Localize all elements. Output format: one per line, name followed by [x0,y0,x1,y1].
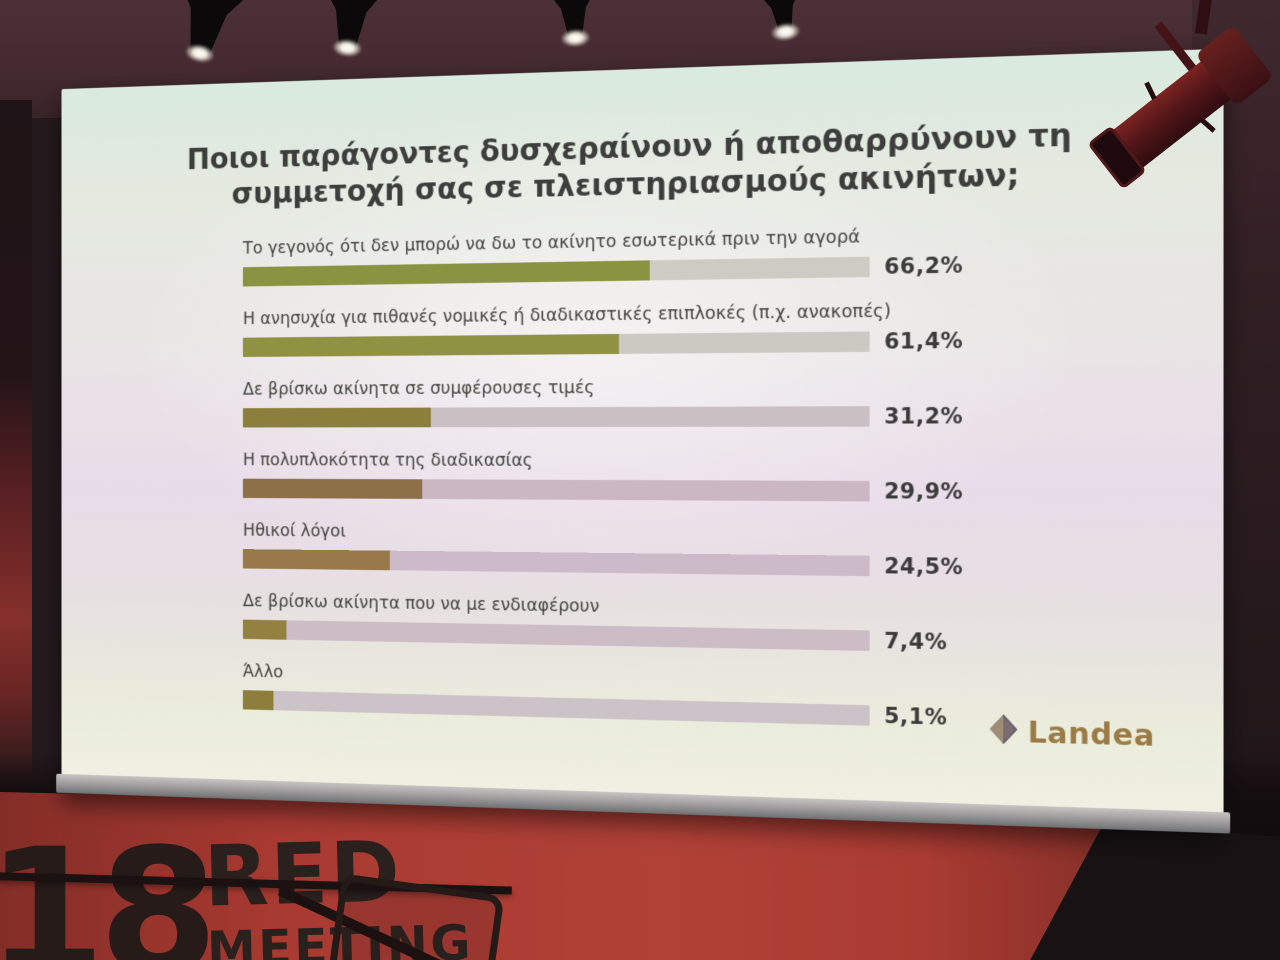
ceiling-spotlight-icon [315,0,385,53]
fixture-handle [1201,118,1216,132]
backdrop-number: 18 [0,826,211,960]
bar-fill [243,479,423,499]
slide: Ποιοι παράγοντες δυσχεραίνουν ή αποθαρρύ… [62,49,1224,812]
bar-row: Η ανησυχία για πιθανές νομικές ή διαδικα… [243,298,1169,380]
bar-track [243,549,870,576]
bar-line: 31,2% [243,403,1169,429]
slide-title: Ποιοι παράγοντες δυσχεραίνουν ή αποθαρρύ… [62,112,1224,216]
bar-fill [243,620,287,640]
bar-line: 24,5% [243,547,1169,582]
bar-value-label: 61,4% [884,328,963,353]
logo-text: Landea [1028,715,1155,753]
bar-value-label: 5,1% [884,704,947,730]
bar-fill [243,334,619,357]
bar-chart: Το γεγονός ότι δεν μπορώ να δω το ακίνητ… [243,221,1169,759]
bar-category-label: Δε βρίσκω ακίνητα σε συμφέρουσες τιμές [243,375,1169,400]
fixture-barrel [1103,44,1252,175]
bar-value-label: 29,9% [884,479,963,504]
bar-line: 61,4% [243,326,1169,359]
bar-value-label: 24,5% [884,554,963,580]
fixture-yoke [1154,22,1198,75]
fixture-rear-box [1195,25,1273,107]
bar-value-label: 66,2% [884,253,963,279]
bar-row: Ηθικοί λόγοι 24,5% [243,521,1169,605]
bar-value-label: 7,4% [884,629,947,655]
left-wall [0,100,32,820]
bar-track [243,690,870,726]
landea-logo: Landea [987,713,1155,753]
chart-rows: Το γεγονός ότι δεν μπορώ να δω το ακίνητ… [243,221,1169,759]
bar-fill [243,408,431,428]
fixture-clamp [1195,0,1213,35]
bar-fill [243,549,390,570]
stage-light-fixture-icon [1080,0,1280,185]
ceiling-spotlight-icon [757,0,808,37]
bar-value-label: 31,2% [884,404,963,429]
bar-fill [243,260,650,286]
diamond-logo-icon [987,713,1019,749]
ceiling-spotlight-icon [546,0,601,42]
bar-category-label: Η πολυπλοκότητα της διαδικασίας [243,451,1169,473]
bar-row: Η πολυπλοκότητα της διαδικασίας 29,9% [243,451,1169,529]
bar-line: 29,9% [243,477,1169,505]
dark-corner [1028,814,1280,960]
projector-screen: Ποιοι παράγοντες δυσχεραίνουν ή αποθαρρύ… [62,49,1224,834]
bar-track [243,257,870,287]
bar-track [243,406,870,427]
bar-track [243,620,870,651]
bar-track [243,479,870,502]
bar-row: Το γεγονός ότι δεν μπορώ να δω το ακίνητ… [243,221,1169,310]
bar-fill [243,690,273,710]
fixture-lens [1087,125,1146,189]
fixture-handle [1144,82,1156,100]
bar-row: Δε βρίσκω ακίνητα σε συμφέρουσες τιμές 3… [243,375,1169,452]
bar-track [243,331,870,357]
